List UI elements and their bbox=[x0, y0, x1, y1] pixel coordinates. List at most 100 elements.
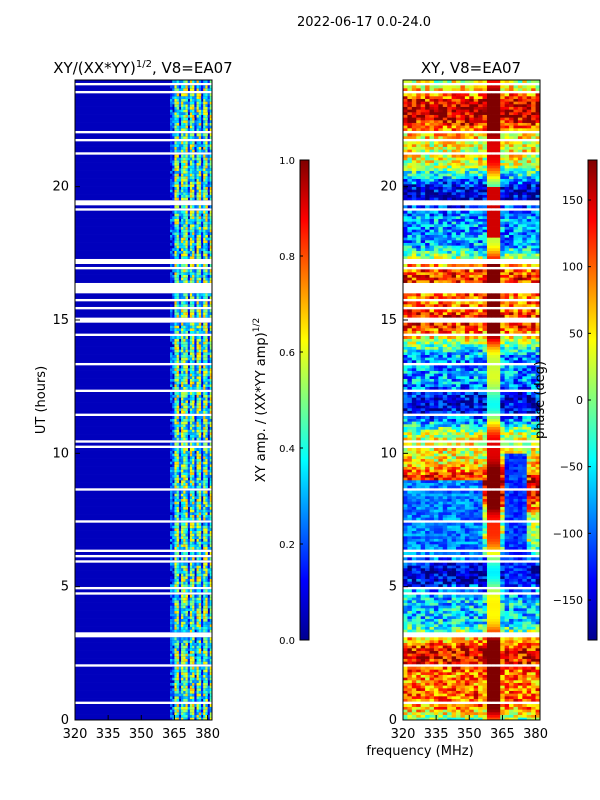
left-heatmap-cell bbox=[198, 533, 202, 537]
right-heatmap-cell bbox=[486, 658, 492, 662]
right-heatmap-cell bbox=[531, 613, 536, 617]
right-heatmap-cell bbox=[425, 677, 430, 681]
left-heatmap-cell bbox=[209, 136, 212, 139]
left-heatmap-cell bbox=[205, 405, 208, 409]
left-heatmap-cell bbox=[209, 349, 212, 353]
right-heatmap-cell bbox=[469, 674, 475, 678]
left-heatmap-cell bbox=[187, 277, 191, 281]
left-heatmap-row bbox=[75, 504, 212, 507]
left-heatmap-cell bbox=[183, 456, 186, 459]
left-heatmap-cell bbox=[207, 272, 211, 275]
left-heatmap-cell bbox=[207, 650, 211, 654]
left-heatmap-cell bbox=[176, 597, 180, 601]
left-heatmap-cell bbox=[176, 146, 180, 150]
left-heatmap-cell bbox=[170, 672, 173, 675]
left-heatmap-cell bbox=[174, 221, 177, 225]
left-heatmap-cell bbox=[178, 352, 182, 355]
left-heatmap-cell bbox=[189, 698, 193, 702]
left-heatmap-cell bbox=[192, 504, 195, 507]
left-heatmap-row bbox=[75, 173, 212, 177]
left-heatmap-cell bbox=[189, 128, 193, 131]
left-heatmap-cell bbox=[194, 381, 197, 385]
right-heatmap-cell bbox=[442, 640, 448, 643]
left-heatmap-cell bbox=[196, 410, 200, 414]
left-heatmap-cell bbox=[183, 576, 186, 579]
left-heatmap-cell bbox=[203, 186, 206, 190]
left-heatmap-cell bbox=[187, 437, 191, 441]
left-heatmap-cell bbox=[198, 589, 202, 593]
left-heatmap-cell bbox=[196, 120, 200, 123]
left-heatmap-cell bbox=[181, 525, 184, 529]
left-heatmap-cell bbox=[170, 280, 173, 283]
left-heatmap-cell bbox=[187, 106, 191, 110]
left-heatmap-cell bbox=[209, 221, 212, 225]
right-heatmap-cell bbox=[438, 677, 444, 681]
right-heatmap-cell bbox=[517, 656, 523, 659]
left-heatmap-cell bbox=[172, 253, 175, 257]
left-heatmap-cell bbox=[198, 133, 202, 137]
left-heatmap-cell bbox=[203, 312, 206, 315]
left-heatmap-cell bbox=[207, 464, 211, 467]
right-heatmap-cell bbox=[403, 629, 408, 633]
left-heatmap-cell bbox=[207, 376, 211, 379]
left-heatmap-cell bbox=[207, 250, 211, 254]
left-heatmap-cell bbox=[198, 461, 202, 465]
left-heatmap-cell bbox=[178, 605, 182, 609]
left-heatmap-cell bbox=[207, 509, 211, 513]
left-heatmap-cell bbox=[176, 474, 180, 478]
left-heatmap-cell bbox=[185, 341, 188, 345]
y-tick-label: 15 bbox=[52, 313, 69, 328]
left-heatmap-cell bbox=[189, 304, 193, 307]
left-heatmap-cell bbox=[181, 458, 184, 462]
left-heatmap-cell bbox=[189, 506, 193, 510]
left-heatmap-cell bbox=[207, 605, 211, 609]
right-heatmap-cell bbox=[438, 629, 444, 633]
left-heatmap-cell bbox=[194, 125, 197, 129]
right-heatmap-cell bbox=[420, 648, 426, 651]
left-heatmap-cell bbox=[200, 464, 204, 467]
right-heatmap-cell bbox=[451, 704, 457, 707]
left-heatmap-cell bbox=[198, 341, 202, 345]
right-heatmap-cell bbox=[403, 717, 408, 720]
left-heatmap-cell bbox=[176, 245, 180, 249]
left-heatmap-cell bbox=[200, 536, 204, 539]
left-heatmap-cell bbox=[200, 234, 204, 238]
left-heatmap-cell bbox=[181, 429, 184, 433]
left-heatmap-cell bbox=[181, 490, 184, 494]
left-heatmap-cell bbox=[185, 346, 188, 350]
left-heatmap-cell bbox=[176, 600, 180, 603]
right-heatmap-cell bbox=[495, 706, 501, 710]
left-heatmap-cell bbox=[209, 304, 212, 307]
left-heatmap-cell bbox=[207, 685, 211, 689]
left-heatmap-cell bbox=[200, 344, 204, 347]
left-heatmap-cell bbox=[198, 584, 202, 587]
left-heatmap-cell bbox=[174, 170, 177, 174]
left-heatmap-cell bbox=[183, 533, 186, 537]
left-heatmap-cell bbox=[203, 456, 206, 459]
right-heatmap-cell bbox=[425, 666, 430, 670]
left-heatmap-cell bbox=[198, 394, 202, 398]
left-heatmap-row bbox=[75, 125, 212, 129]
left-heatmap-cell bbox=[200, 621, 204, 625]
right-heatmap-cell bbox=[403, 613, 408, 617]
left-heatmap-cell bbox=[200, 690, 204, 694]
left-heatmap-cell bbox=[172, 570, 175, 574]
left-heatmap-row bbox=[75, 370, 212, 374]
left-heatmap-cell bbox=[176, 154, 180, 158]
left-heatmap-cell bbox=[200, 712, 204, 715]
right-heatmap-cell bbox=[526, 677, 532, 681]
left-heatmap-cell bbox=[187, 176, 191, 179]
left-heatmap-cell bbox=[187, 146, 191, 150]
left-heatmap-cell bbox=[185, 674, 188, 678]
right-heatmap-cell bbox=[473, 648, 479, 651]
left-heatmap-cell bbox=[207, 341, 211, 345]
left-heatmap-cell bbox=[181, 648, 184, 651]
left-heatmap-cell bbox=[178, 309, 182, 313]
left-heatmap-cell bbox=[192, 357, 195, 361]
left-heatmap-cell bbox=[192, 314, 195, 318]
left-heatmap-cell bbox=[203, 376, 206, 379]
left-heatmap-cell bbox=[181, 189, 184, 193]
left-heatmap-cell bbox=[185, 666, 188, 670]
left-heatmap-cell bbox=[189, 464, 193, 467]
right-heatmap-cell bbox=[460, 680, 466, 683]
